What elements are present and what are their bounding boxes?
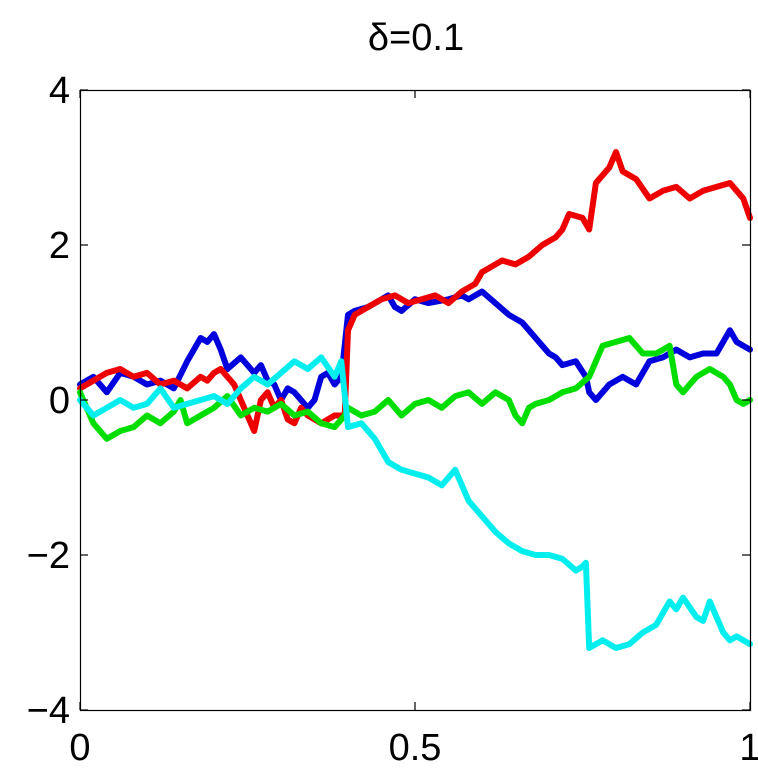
y-tick-label: 0: [49, 380, 70, 422]
y-tick-label: −2: [27, 535, 70, 577]
y-tick-label: 4: [49, 70, 70, 112]
axis-tick-labels: 0 0.5 1 −4 −2 0 2 4: [27, 70, 758, 769]
series-line-1: [77, 288, 753, 411]
x-tick-label: 1: [739, 727, 758, 769]
series-line-4: [77, 354, 753, 651]
x-tick-label: 0.5: [389, 727, 442, 769]
y-tick-label: −4: [27, 690, 70, 732]
y-tick-label: 2: [49, 225, 70, 267]
x-tick-label: 0: [69, 727, 90, 769]
chart-title: δ=0.1: [368, 17, 464, 59]
series-line-3: [77, 335, 753, 442]
series-line-2: [77, 149, 753, 434]
series-layer: [77, 149, 753, 651]
axis-ticks: [79, 89, 751, 711]
